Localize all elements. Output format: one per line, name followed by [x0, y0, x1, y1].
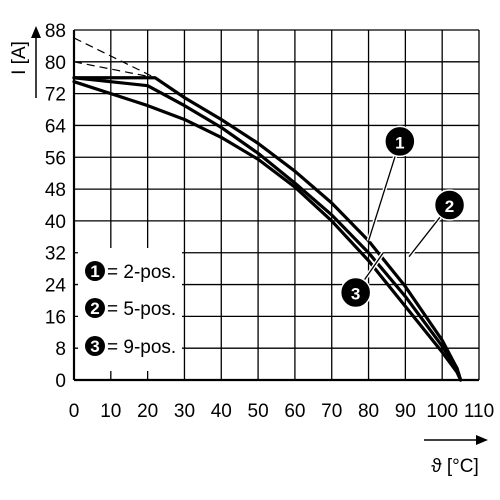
- y-axis-label: I [A]: [9, 41, 30, 75]
- callout-leader-3: [363, 252, 384, 281]
- series-line-3: [72, 80, 463, 382]
- x-tick-label: 20: [137, 401, 158, 422]
- series-line-1: [72, 76, 463, 382]
- grid: [72, 29, 480, 382]
- x-tick-label: 80: [358, 401, 379, 422]
- y-tick-label: 80: [45, 53, 66, 74]
- callout-badge-2: [433, 189, 466, 221]
- x-tick-label: 70: [321, 401, 342, 422]
- y-tick-label: 72: [45, 85, 66, 106]
- x-axis-arrow-icon: [476, 435, 488, 445]
- legend-badge-3: [85, 336, 105, 356]
- callout-leader-2: [408, 216, 441, 258]
- callout-badge-1: [384, 125, 416, 158]
- legend-badge-3-text: 3: [90, 337, 99, 356]
- y-tick-label: 8: [55, 339, 66, 360]
- y-tick-label: 32: [45, 244, 66, 265]
- x-axis-label: ϑ [°C]: [431, 456, 479, 477]
- legend-item-2: 2 = 5-pos.: [85, 298, 176, 320]
- legend-badge-1: [85, 261, 105, 281]
- x-tick-label: 40: [211, 401, 232, 422]
- y-tick-label: 40: [45, 212, 66, 233]
- legend-item-1: 1 = 2-pos.: [85, 261, 176, 283]
- legend-label-2: = 5-pos.: [107, 299, 176, 320]
- x-tick-label: 50: [248, 401, 269, 422]
- y-tick-label: 48: [45, 180, 66, 201]
- callout-label-1: 1: [395, 133, 404, 152]
- y-tick-label: 0: [55, 371, 66, 392]
- y-tick-label: 56: [45, 148, 66, 169]
- legend-badge-2-text: 2: [90, 299, 99, 318]
- y-axis-arrow-icon: [31, 26, 41, 38]
- callout-badge-3: [339, 276, 372, 309]
- x-tick-label: 110: [464, 401, 494, 422]
- legend-item-3: 3 = 9-pos.: [85, 336, 176, 358]
- series-line-2: [72, 76, 463, 382]
- y-tick-label: 88: [45, 21, 66, 42]
- legend-label-1: = 2-pos.: [107, 262, 176, 283]
- callouts: 1 2 3: [339, 125, 466, 309]
- callout-label-3: 3: [351, 285, 360, 304]
- x-tick-labels: 0 10 20 30 40 50 60 70 80 90 100 110: [69, 401, 494, 422]
- y-axis-label-group: I [A]: [9, 26, 41, 98]
- y-tick-label: 24: [45, 276, 67, 297]
- x-tick-label: 90: [395, 401, 416, 422]
- extrapolation-line: [73, 61, 156, 79]
- legend: 1 = 2-pos. 2 = 5-pos. 3 = 9-pos.: [78, 248, 182, 371]
- callout-label-2: 2: [445, 197, 454, 216]
- x-tick-label: 30: [174, 401, 195, 422]
- x-tick-label: 100: [426, 401, 458, 422]
- extrapolation-lines: [73, 37, 156, 79]
- x-tick-label: 60: [284, 401, 305, 422]
- x-tick-label: 0: [69, 401, 80, 422]
- y-tick-label: 16: [45, 307, 66, 328]
- y-tick-labels: 0 8 16 24 32 40 48 56 64 72 80 88: [45, 21, 67, 392]
- x-tick-label: 10: [100, 401, 121, 422]
- x-axis-label-group: ϑ [°C]: [424, 435, 488, 477]
- legend-badge-1-text: 1: [90, 262, 99, 281]
- series-curves: [72, 76, 463, 382]
- extrapolation-line: [73, 37, 156, 79]
- legend-label-3: = 9-pos.: [107, 337, 176, 358]
- callout-leader-1: [367, 155, 396, 241]
- y-tick-label: 64: [45, 116, 67, 137]
- legend-badge-2: [85, 298, 105, 318]
